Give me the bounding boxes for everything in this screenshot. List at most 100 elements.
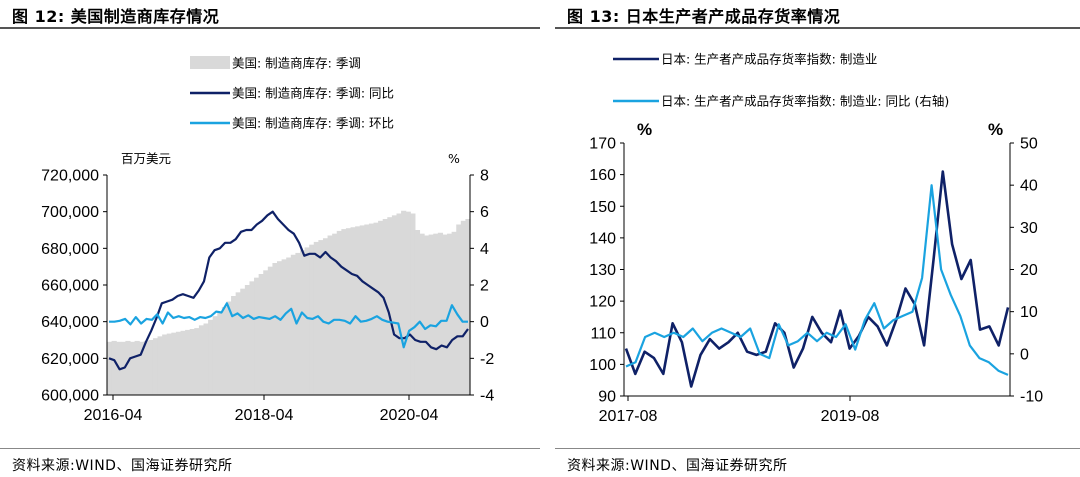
jp-series-line-0 <box>624 170 1010 388</box>
us-inventory-bar <box>373 222 379 395</box>
x-tick-label: 2020-04 <box>380 407 439 424</box>
us-inventory-bar <box>139 341 145 395</box>
left-tick-label: 170 <box>589 136 616 153</box>
right-tick-label: -4 <box>480 388 494 405</box>
legend-swatch <box>190 56 230 69</box>
us-inventory-bar <box>327 235 333 395</box>
title-rule <box>555 27 1080 29</box>
us-inventory-bar <box>382 219 388 395</box>
right-tick-label: 0 <box>1020 346 1029 363</box>
us-inventory-bar <box>401 210 407 395</box>
left-tick-label: 120 <box>589 294 616 311</box>
left-tick-label: 90 <box>598 389 616 406</box>
right-tick-label: 8 <box>480 168 489 185</box>
us-inventory-bar <box>433 233 439 395</box>
us-inventory-bar <box>405 211 411 395</box>
us-inventory-bar <box>313 241 319 395</box>
jp-series-line-1 <box>625 184 1009 376</box>
us-inventory-bar <box>336 230 342 395</box>
left-tick-label: 660,000 <box>41 278 99 295</box>
right-tick-label: 40 <box>1020 178 1038 195</box>
x-tick-label: 2017-08 <box>599 408 658 425</box>
x-tick-label: 2016-04 <box>84 407 143 424</box>
us-inventory-bar <box>414 230 421 395</box>
us-inventory-bar <box>281 259 287 395</box>
us-inventory-bar <box>322 238 329 395</box>
us-inventory-bar <box>129 341 136 395</box>
us-inventory-bar <box>424 235 430 395</box>
right-tick-label: -10 <box>1020 389 1043 406</box>
us-inventory-bar <box>299 250 306 395</box>
source-rule <box>555 448 1080 449</box>
right-axis-unit: % <box>988 120 1003 139</box>
us-inventory-bar <box>460 220 466 395</box>
us-inventory-bar <box>134 340 140 395</box>
us-inventory-bar <box>277 261 283 395</box>
legend-label: 日本: 生产者产成品存货率指数: 制造业: 同比 (右轴) <box>661 94 949 109</box>
us-inventory-bar <box>194 328 200 395</box>
left-axis-unit: 百万美元 <box>121 151 171 166</box>
figure-japan-inventory: 图 13: 日本生产者产成品存货率情况 90 100 110 120 130 140 150… <box>555 0 1080 477</box>
us-inventory-bar <box>332 233 338 395</box>
right-tick-label: -2 <box>480 351 494 368</box>
us-inventory-bar <box>341 229 347 395</box>
us-inventory-bar <box>396 213 402 395</box>
left-tick-label: 600,000 <box>41 388 99 405</box>
right-tick-label: 20 <box>1020 262 1038 279</box>
right-tick-label: 4 <box>480 241 489 258</box>
us-inventory-bar <box>456 224 462 395</box>
us-inventory-bar <box>189 329 195 395</box>
left-tick-label: 620,000 <box>41 351 99 368</box>
us-inventory-bar <box>107 341 113 395</box>
us-inventory-bar <box>442 234 448 395</box>
us-inventory-bar <box>428 234 434 395</box>
us-inventory-bar <box>249 281 255 395</box>
right-tick-label: 10 <box>1020 304 1038 321</box>
us-inventory-bar <box>254 277 260 395</box>
figure-title: 图 12: 美国制造商库存情况 <box>12 7 220 26</box>
us-inventory-bar <box>419 233 425 395</box>
left-tick-label: 140 <box>589 230 616 247</box>
us-inventory-bar <box>157 336 163 395</box>
us-inventory-bar <box>111 340 117 395</box>
us-inventory-chart: 600,000 620,000 640,000 660,000 680,000 700,0… <box>41 56 494 425</box>
us-inventory-bar <box>258 274 264 395</box>
x-tick-label: 2019-08 <box>821 408 880 425</box>
left-tick-label: 110 <box>590 325 616 342</box>
us-inventory-bar <box>304 247 310 395</box>
us-inventory-bar <box>212 316 218 395</box>
right-tick-label: 50 <box>1020 136 1038 153</box>
x-tick-label: 2018-04 <box>235 407 294 424</box>
us-inventory-bar <box>143 340 149 395</box>
us-inventory-bar <box>166 333 172 395</box>
us-inventory-bar <box>235 292 241 395</box>
us-inventory-bar <box>345 228 352 395</box>
us-inventory-bar <box>175 331 182 395</box>
left-tick-label: 150 <box>589 199 616 216</box>
us-inventory-bar <box>387 217 393 395</box>
right-tick-label: 2 <box>480 278 489 295</box>
us-inventory-bar <box>221 307 228 395</box>
figure-title: 图 13: 日本生产者产成品存货率情况 <box>567 7 841 26</box>
us-inventory-bar <box>359 225 365 395</box>
us-inventory-bar <box>203 323 209 395</box>
us-inventory-bar <box>125 340 131 395</box>
us-inventory-bar <box>355 226 361 395</box>
source-rule <box>0 448 540 449</box>
us-inventory-bar <box>318 240 324 395</box>
left-tick-label: 100 <box>589 357 616 374</box>
left-tick-label: 640,000 <box>41 314 99 331</box>
japan-inventory-chart: 90 100 110 120 130 140 150 160 170 -10 0 10 20 30 40 50… <box>589 52 1043 426</box>
us-inventory-bar <box>290 254 296 395</box>
us-inventory-bar <box>295 252 301 395</box>
source-note: 资料来源:WIND、国海证券研究所 <box>12 458 233 474</box>
source-note: 资料来源:WIND、国海证券研究所 <box>567 458 788 474</box>
us-inventory-bar <box>451 231 457 395</box>
left-tick-label: 700,000 <box>41 204 99 221</box>
us-inventory-bar <box>171 332 177 395</box>
legend-label: 美国: 制造商库存: 季调: 环比 <box>232 116 394 131</box>
legend-label: 美国: 制造商库存: 季调: 同比 <box>232 86 394 101</box>
us-inventory-bar <box>391 215 398 395</box>
us-inventory-bar <box>410 213 416 395</box>
us-inventory-bar <box>465 219 471 395</box>
